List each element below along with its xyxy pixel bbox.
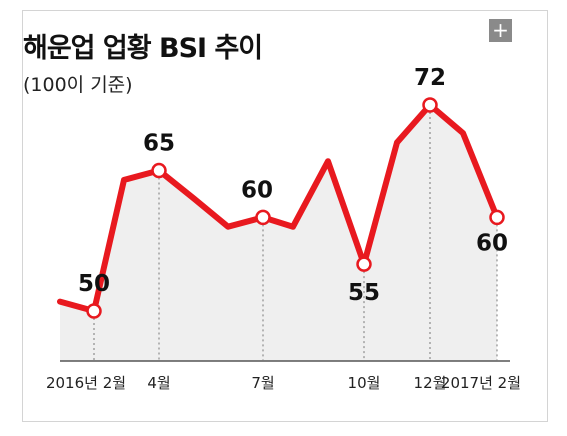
data-point xyxy=(489,209,505,226)
x-tick-label: 12월 xyxy=(414,374,447,392)
area-fill xyxy=(60,105,497,361)
data-point xyxy=(356,256,372,272)
x-tick-label: 7월 xyxy=(251,374,274,392)
series-line xyxy=(57,102,500,314)
chart-title: 해운업 업황 BSI 추이 xyxy=(23,33,263,64)
data-label: 65 xyxy=(143,131,175,157)
data-label: 60 xyxy=(241,177,273,203)
data-point xyxy=(422,97,438,113)
data-label: 55 xyxy=(348,280,380,306)
data-point xyxy=(86,303,102,319)
data-label: 72 xyxy=(414,65,446,91)
x-tick-label: 4월 xyxy=(147,374,170,392)
data-label: 60 xyxy=(476,230,508,256)
plus-icon[interactable]: + xyxy=(489,19,512,42)
data-point xyxy=(151,162,167,179)
x-tick-label: 2016년 2월 xyxy=(46,374,126,392)
x-tick-label: 10월 xyxy=(348,374,381,392)
x-tick-label: 2017년 2월 xyxy=(441,374,521,392)
data-label: 50 xyxy=(78,271,110,297)
data-point xyxy=(255,209,271,226)
chart-subtitle: (100이 기준) xyxy=(23,74,133,96)
